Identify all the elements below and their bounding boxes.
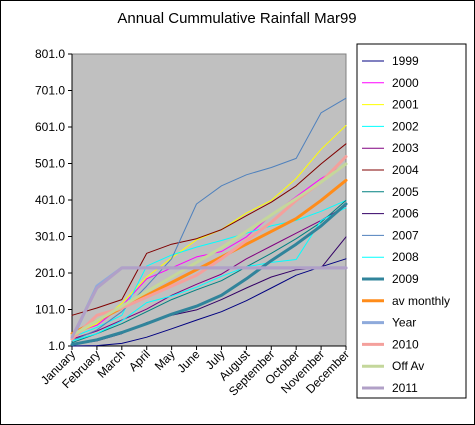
legend-label-2001: 2001 xyxy=(392,98,419,112)
x-tick-label: April xyxy=(126,347,153,374)
series-line-2002 xyxy=(71,199,347,338)
legend-label-av-monthly: av monthly xyxy=(392,294,450,308)
legend-label-2004: 2004 xyxy=(392,163,419,177)
legend-label-1999: 1999 xyxy=(392,54,419,68)
y-tick-label: 201.0 xyxy=(35,266,65,280)
series-layer xyxy=(70,97,348,347)
legend-label-2007: 2007 xyxy=(392,228,419,242)
legend: 1999 2000 2001 2002 2003 2004 2005 2006 2007 2008… xyxy=(362,54,450,395)
legend-label-2009: 2009 xyxy=(392,272,419,286)
legend-label-2005: 2005 xyxy=(392,185,419,199)
series-line-2003 xyxy=(71,205,347,340)
series-line-2005 xyxy=(71,199,347,344)
series-line-2001 xyxy=(71,125,347,336)
legend-label-2008: 2008 xyxy=(392,250,419,264)
plot-area xyxy=(71,53,347,347)
series-line-1999 xyxy=(71,258,347,347)
series-line-2007 xyxy=(71,97,347,342)
series-line-off-av xyxy=(70,162,348,337)
legend-label-off-av: Off Av xyxy=(392,359,424,373)
legend-label-2002: 2002 xyxy=(392,119,419,133)
y-tick-label: 1.0 xyxy=(48,339,65,353)
legend-label-2003: 2003 xyxy=(392,141,419,155)
y-tick-label: 401.0 xyxy=(35,193,65,207)
legend-label-2011: 2011 xyxy=(392,381,418,395)
y-axis: 801.0 701.0 601.0 501.0 401.0 301.0 201.0 101.0… xyxy=(35,47,73,353)
legend-label-2006: 2006 xyxy=(392,207,419,221)
legend-box xyxy=(356,43,467,399)
series-line-2004 xyxy=(71,143,347,316)
y-tick-label: 701.0 xyxy=(35,84,65,98)
x-tick-label: June xyxy=(174,347,203,376)
chart-title: Annual Cummulative Rainfall Mar99 xyxy=(117,10,356,27)
series-line-2008 xyxy=(71,207,347,342)
series-line-2009 xyxy=(70,202,348,346)
series-line-2011 xyxy=(70,266,348,339)
x-tick-label: May xyxy=(152,347,178,373)
y-tick-label: 501.0 xyxy=(35,157,65,171)
y-tick-label: 101.0 xyxy=(35,303,65,317)
legend-label-2010: 2010 xyxy=(392,337,419,351)
y-tick-label: 301.0 xyxy=(35,230,65,244)
legend-label-year: Year xyxy=(392,316,416,330)
legend-label-2000: 2000 xyxy=(392,76,419,90)
y-tick-label: 601.0 xyxy=(35,120,65,134)
y-tick-label: 801.0 xyxy=(35,47,65,61)
x-tick-label: March xyxy=(94,347,127,380)
